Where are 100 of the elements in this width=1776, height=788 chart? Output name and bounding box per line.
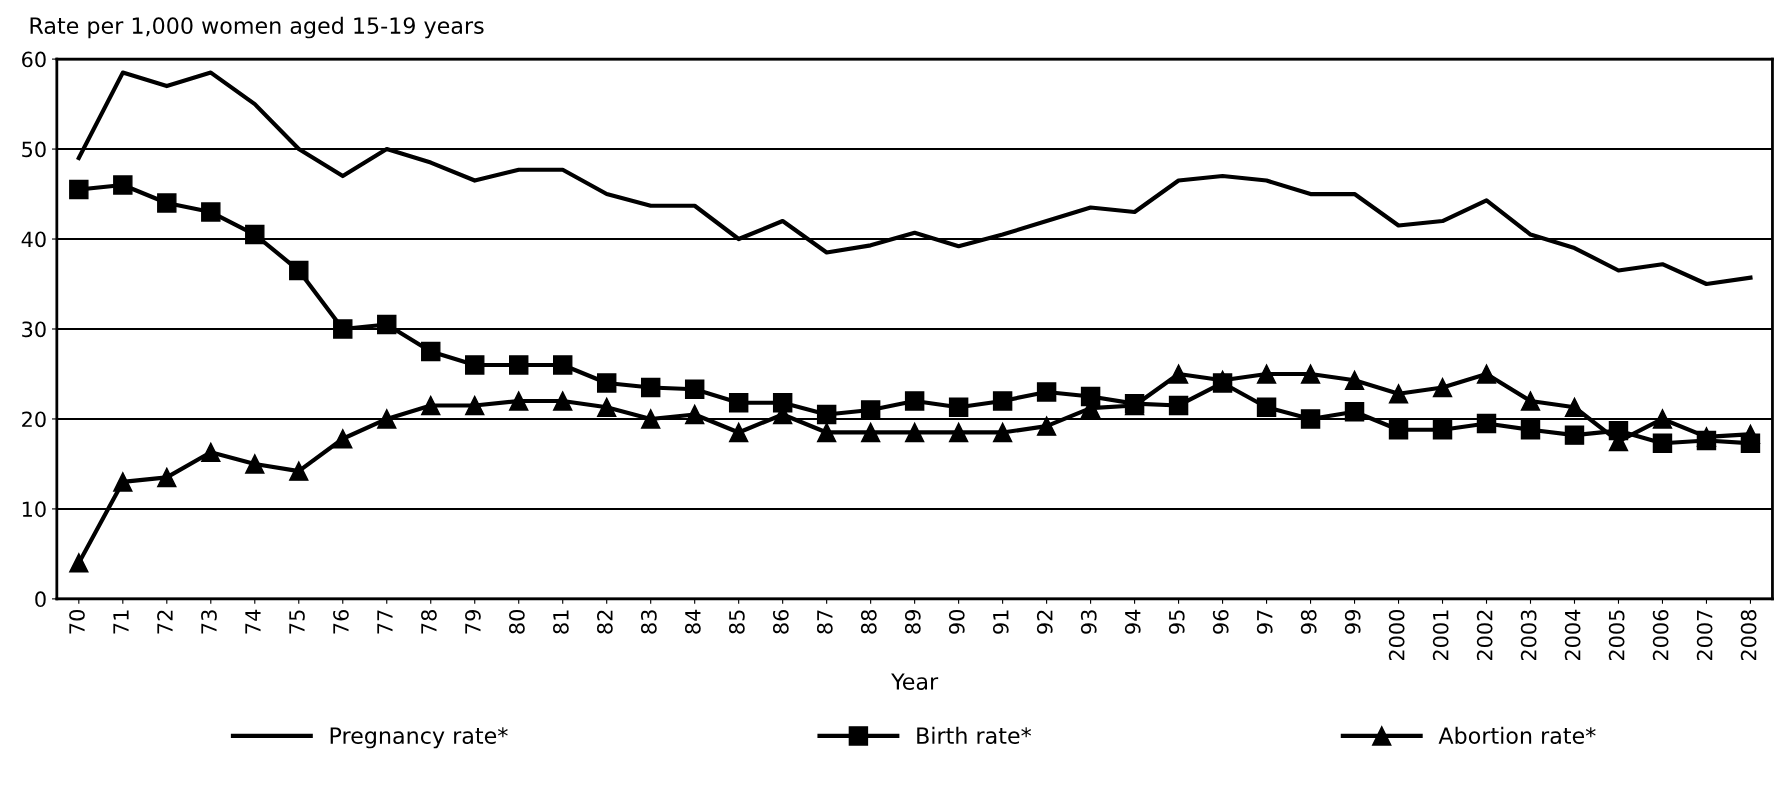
point bbox=[816, 422, 837, 443]
point bbox=[69, 179, 89, 200]
point bbox=[640, 377, 661, 398]
point bbox=[509, 355, 529, 375]
x-tick-label: 83 bbox=[640, 610, 657, 634]
point bbox=[69, 553, 89, 573]
x-tick-label: 72 bbox=[157, 610, 173, 634]
point bbox=[1564, 425, 1585, 445]
point bbox=[904, 391, 925, 411]
x-tick-label: 2002 bbox=[1476, 610, 1493, 661]
x-tick-label: 78 bbox=[421, 610, 437, 634]
point bbox=[684, 379, 705, 399]
point bbox=[684, 404, 705, 425]
point bbox=[421, 395, 441, 416]
point bbox=[377, 314, 397, 335]
x-tick-label: 86 bbox=[772, 609, 789, 634]
x-tick-label: 74 bbox=[245, 609, 261, 634]
point bbox=[245, 224, 265, 245]
x-tick-label: 90 bbox=[948, 609, 965, 634]
x-tick-label: 87 bbox=[816, 610, 833, 634]
point bbox=[1036, 382, 1057, 402]
point bbox=[904, 422, 925, 443]
x-tick-label: 2005 bbox=[1608, 610, 1625, 661]
x-tick-label: 92 bbox=[1036, 610, 1053, 634]
point bbox=[157, 467, 177, 488]
point bbox=[333, 319, 353, 339]
x-tick-label: 81 bbox=[553, 610, 569, 634]
point bbox=[1520, 391, 1541, 411]
point bbox=[1344, 370, 1365, 390]
point bbox=[728, 422, 749, 443]
point bbox=[1476, 364, 1497, 384]
point bbox=[728, 393, 749, 413]
x-tick-label: 95 bbox=[1168, 610, 1185, 634]
point bbox=[992, 391, 1013, 411]
y-tick-label: 0 bbox=[35, 591, 46, 608]
x-tick-label: 85 bbox=[728, 610, 745, 634]
x-tick-label: 79 bbox=[465, 610, 481, 634]
x-tick-label: 93 bbox=[1080, 610, 1097, 634]
x-tick-label: 91 bbox=[992, 610, 1009, 634]
x-tick-label: 94 bbox=[1124, 609, 1141, 634]
point bbox=[596, 373, 617, 393]
point bbox=[289, 461, 309, 481]
y-tick-label: 10 bbox=[22, 501, 46, 518]
x-tick-label: 2001 bbox=[1432, 610, 1449, 661]
point bbox=[289, 260, 309, 281]
point bbox=[509, 391, 529, 411]
y-axis-title: Rate per 1,000 women aged 15-19 years bbox=[30, 16, 484, 39]
point bbox=[1168, 364, 1189, 384]
x-axis-title: Year bbox=[891, 673, 939, 690]
point bbox=[552, 355, 573, 375]
x-tick-label: 82 bbox=[597, 610, 613, 634]
point bbox=[201, 202, 221, 222]
point bbox=[552, 391, 573, 411]
point bbox=[992, 422, 1013, 443]
point bbox=[1300, 364, 1321, 384]
x-tick-label: 73 bbox=[201, 610, 217, 634]
y-tick-label: 30 bbox=[22, 321, 46, 338]
point bbox=[201, 442, 221, 462]
x-tick-label: 89 bbox=[904, 610, 921, 634]
y-tick-label: 20 bbox=[22, 411, 46, 428]
point bbox=[1564, 397, 1585, 417]
point bbox=[1036, 416, 1057, 436]
point bbox=[1432, 420, 1453, 440]
x-tick-label: 2006 bbox=[1652, 609, 1669, 661]
x-tick-label: 96 bbox=[1212, 609, 1229, 634]
y-tick-label: 50 bbox=[22, 141, 46, 158]
point bbox=[465, 355, 485, 375]
point bbox=[377, 409, 397, 429]
point bbox=[816, 404, 837, 425]
point bbox=[113, 472, 133, 492]
x-tick-label: 2004 bbox=[1564, 609, 1581, 661]
x-tick-label: 99 bbox=[1344, 610, 1361, 634]
point bbox=[948, 397, 969, 417]
point bbox=[113, 175, 133, 195]
point bbox=[1256, 397, 1277, 417]
point bbox=[1476, 413, 1497, 434]
x-tick-label: 80 bbox=[509, 609, 525, 634]
point bbox=[1652, 409, 1673, 429]
y-tick-label: 60 bbox=[22, 51, 46, 68]
point bbox=[421, 341, 441, 362]
x-tick-label: 75 bbox=[289, 610, 305, 634]
x-tick-label: 2003 bbox=[1520, 610, 1537, 661]
point bbox=[245, 454, 265, 474]
point bbox=[640, 409, 661, 429]
legend-label: Pregnancy rate* bbox=[330, 727, 508, 749]
point bbox=[333, 429, 353, 449]
point bbox=[1432, 377, 1453, 398]
point bbox=[1344, 402, 1365, 422]
point bbox=[157, 193, 177, 213]
x-tick-label: 76 bbox=[333, 609, 349, 634]
point bbox=[948, 422, 969, 443]
point bbox=[860, 422, 881, 443]
point bbox=[1520, 420, 1541, 440]
legend-label: Abortion rate* bbox=[1438, 726, 1596, 745]
x-tick-label: 98 bbox=[1300, 610, 1317, 634]
x-tick-label: 2007 bbox=[1696, 610, 1713, 661]
point bbox=[1388, 384, 1409, 404]
x-tick-label: 84 bbox=[684, 609, 701, 634]
point bbox=[1300, 409, 1321, 429]
point bbox=[860, 400, 881, 420]
